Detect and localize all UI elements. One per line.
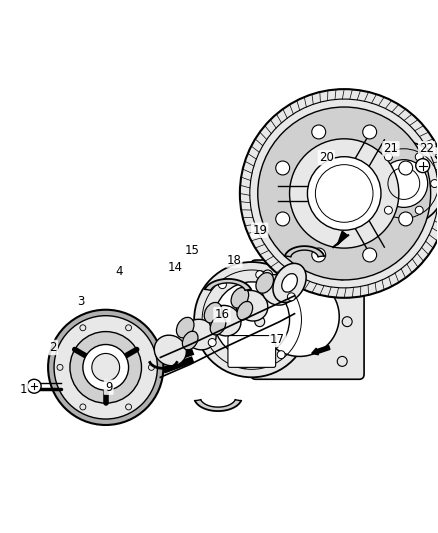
Text: 9: 9 <box>105 381 113 394</box>
Polygon shape <box>352 214 385 255</box>
Circle shape <box>431 180 438 188</box>
Circle shape <box>385 206 392 214</box>
Ellipse shape <box>182 331 198 350</box>
Polygon shape <box>195 400 241 411</box>
FancyArrow shape <box>312 345 330 355</box>
Ellipse shape <box>256 272 273 293</box>
Circle shape <box>27 379 41 393</box>
Polygon shape <box>205 279 251 290</box>
Circle shape <box>290 139 399 248</box>
Circle shape <box>240 361 248 369</box>
Circle shape <box>312 248 326 262</box>
Circle shape <box>92 353 120 381</box>
Text: 20: 20 <box>319 151 334 164</box>
Circle shape <box>363 248 377 262</box>
FancyBboxPatch shape <box>228 336 276 367</box>
Ellipse shape <box>177 317 194 338</box>
Circle shape <box>362 142 438 225</box>
Circle shape <box>256 271 264 279</box>
Circle shape <box>416 159 430 173</box>
Circle shape <box>380 160 427 207</box>
Ellipse shape <box>210 317 226 335</box>
Circle shape <box>276 161 290 175</box>
Circle shape <box>363 125 377 139</box>
Text: 2: 2 <box>49 341 57 354</box>
Circle shape <box>208 338 216 346</box>
Circle shape <box>54 316 157 419</box>
Polygon shape <box>352 132 385 173</box>
Circle shape <box>70 332 141 403</box>
Circle shape <box>312 125 326 139</box>
Circle shape <box>307 157 381 230</box>
Circle shape <box>48 310 163 425</box>
Ellipse shape <box>231 287 249 308</box>
Circle shape <box>385 153 392 161</box>
Text: 18: 18 <box>226 254 241 266</box>
Circle shape <box>263 270 273 280</box>
Text: 17: 17 <box>270 333 285 346</box>
Text: 15: 15 <box>185 244 200 256</box>
Circle shape <box>277 351 285 359</box>
Text: 21: 21 <box>383 142 399 155</box>
Text: 22: 22 <box>419 142 434 155</box>
Circle shape <box>263 357 273 366</box>
Circle shape <box>258 107 431 280</box>
Circle shape <box>255 317 265 327</box>
Text: 19: 19 <box>252 224 267 237</box>
Circle shape <box>399 212 413 226</box>
Circle shape <box>240 89 438 298</box>
Circle shape <box>276 212 290 226</box>
Circle shape <box>219 281 226 289</box>
Circle shape <box>337 270 347 280</box>
Circle shape <box>260 277 339 357</box>
Circle shape <box>287 293 295 301</box>
Ellipse shape <box>261 274 293 305</box>
Polygon shape <box>285 246 324 257</box>
Circle shape <box>83 344 129 390</box>
Ellipse shape <box>154 335 186 366</box>
Circle shape <box>369 180 377 188</box>
Ellipse shape <box>184 319 216 350</box>
Ellipse shape <box>204 302 222 323</box>
Text: 4: 4 <box>115 265 122 278</box>
Ellipse shape <box>273 263 306 302</box>
Polygon shape <box>278 185 315 201</box>
Text: 14: 14 <box>168 262 183 274</box>
Polygon shape <box>337 231 347 245</box>
Circle shape <box>415 153 423 161</box>
Circle shape <box>415 206 423 214</box>
Ellipse shape <box>209 305 241 336</box>
Circle shape <box>337 357 347 366</box>
Text: 16: 16 <box>215 308 230 321</box>
Text: 1: 1 <box>20 383 27 395</box>
Circle shape <box>194 262 309 377</box>
Ellipse shape <box>236 290 268 321</box>
Circle shape <box>399 161 413 175</box>
Ellipse shape <box>237 302 253 320</box>
Ellipse shape <box>282 273 297 292</box>
Circle shape <box>342 317 352 327</box>
Text: 3: 3 <box>77 295 85 308</box>
FancyBboxPatch shape <box>251 260 364 379</box>
Circle shape <box>214 282 290 358</box>
